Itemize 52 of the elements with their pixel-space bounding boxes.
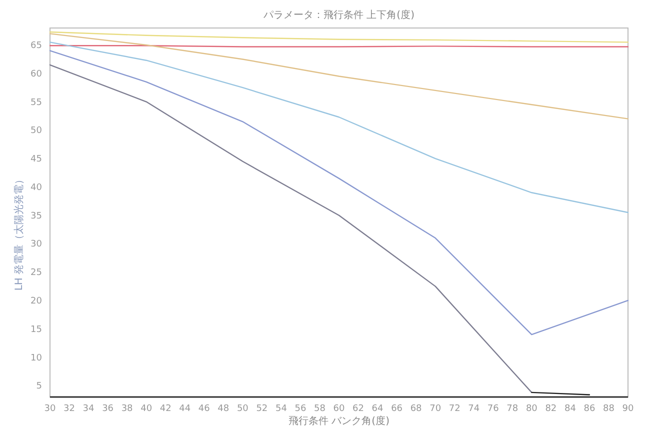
- y-tick-label: 45: [30, 154, 42, 165]
- x-tick-label: 82: [545, 404, 557, 414]
- y-tick-label: 5: [36, 382, 42, 392]
- x-tick-label: 78: [506, 404, 518, 414]
- y-tick-label: 10: [30, 353, 42, 364]
- y-tick-label: 40: [30, 182, 42, 193]
- chart-title: パラメータ：飛行条件 上下角(度): [262, 9, 415, 21]
- x-tick-label: 80: [526, 404, 538, 414]
- x-tick-label: 88: [603, 404, 615, 414]
- x-tick-label: 50: [236, 404, 249, 414]
- x-tick-label: 62: [352, 404, 364, 414]
- x-tick-label: 52: [256, 404, 268, 414]
- y-tick-label: 60: [30, 69, 42, 80]
- x-tick-label: 76: [487, 404, 500, 414]
- y-tick-label: 15: [30, 324, 42, 335]
- line-series: [49, 64, 532, 394]
- x-tick-label: 40: [140, 404, 152, 414]
- x-tick-label: 48: [218, 404, 230, 414]
- y-tick-label: 25: [30, 268, 42, 278]
- x-tick-label: 34: [82, 404, 95, 414]
- y-tick-label: 35: [30, 211, 42, 222]
- x-tick-label: 54: [275, 404, 288, 414]
- x-tick-label: 56: [294, 404, 306, 414]
- y-tick-label: 50: [30, 126, 42, 136]
- x-tick-label: 84: [564, 404, 576, 414]
- x-tick-label: 70: [430, 404, 442, 414]
- x-tick-label: 32: [64, 404, 75, 414]
- x-tick-label: 36: [102, 404, 114, 414]
- x-tick-label: 74: [468, 404, 480, 414]
- x-tick-label: 72: [448, 404, 460, 414]
- line-series: [49, 33, 629, 120]
- x-tick-label: 86: [584, 404, 596, 414]
- y-tick-label: 55: [30, 98, 42, 108]
- y-tick-label: 30: [30, 240, 42, 250]
- x-tick-label: 60: [333, 404, 345, 414]
- x-tick-label: 64: [372, 404, 384, 414]
- x-tick-label: 58: [314, 404, 326, 414]
- x-tick-label: 42: [160, 404, 172, 414]
- x-tick-label: 44: [179, 404, 191, 414]
- line-series: [49, 31, 629, 43]
- y-tick-label: 65: [30, 41, 42, 52]
- x-tick-label: 38: [121, 404, 134, 414]
- x-tick-label: 66: [391, 404, 403, 414]
- y-axis-title: LH 発電量（太陽光発電）: [13, 174, 25, 291]
- y-tick-label: 20: [30, 296, 42, 306]
- line-series: [49, 50, 629, 336]
- x-tick-label: 46: [198, 404, 210, 414]
- x-tick-label: 30: [44, 404, 56, 414]
- x-axis-title: 飛行条件 バンク角(度): [288, 415, 390, 426]
- line-series: [49, 42, 629, 214]
- x-tick-label: 90: [622, 404, 634, 414]
- x-tick-label: 68: [410, 404, 422, 414]
